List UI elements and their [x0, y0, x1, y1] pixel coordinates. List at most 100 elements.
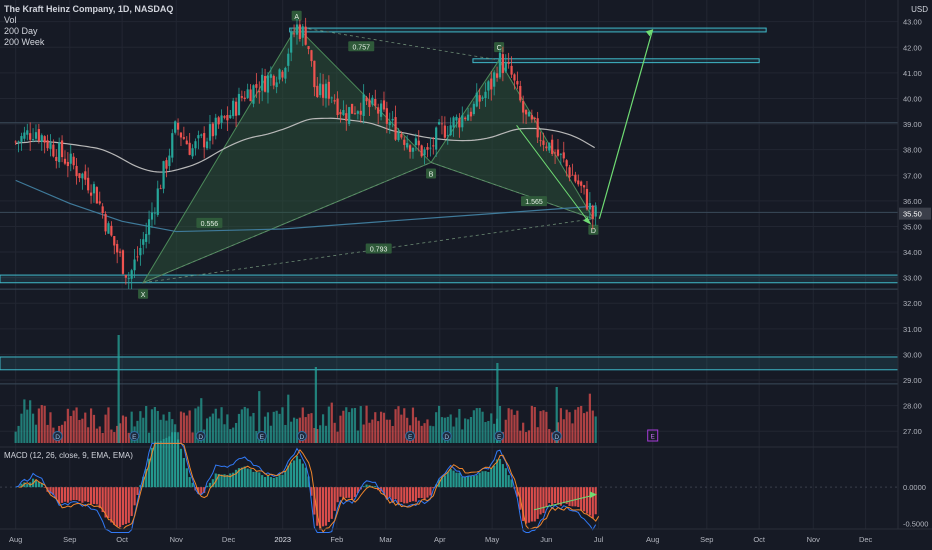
volume-bar — [458, 408, 461, 443]
candle-body — [411, 148, 415, 152]
macd-histogram-bar — [266, 475, 270, 488]
volume-bar — [200, 398, 203, 443]
price-tick-label: 40.00 — [903, 94, 922, 103]
volume-bar — [246, 408, 249, 443]
candle-body — [156, 188, 159, 215]
volume-bar — [142, 417, 145, 443]
candle-body — [565, 160, 568, 167]
volume-bar — [327, 406, 330, 443]
macd-histogram-bar — [121, 487, 125, 525]
date-tick-label: Mar — [379, 535, 392, 544]
candle-body — [37, 129, 40, 141]
candle-body — [17, 141, 20, 143]
macd-histogram-bar — [443, 475, 446, 488]
candle-body — [159, 188, 162, 190]
volume-bar — [423, 423, 426, 443]
candle-body — [574, 174, 577, 182]
candle-body — [417, 140, 420, 146]
macd-histogram-bar — [171, 432, 174, 488]
candle-body — [52, 144, 55, 157]
macd-histogram-bar — [524, 487, 528, 524]
candle-body — [81, 173, 84, 179]
macd-histogram-bar — [403, 487, 406, 504]
volume-bar — [136, 420, 139, 443]
indicator-volume[interactable]: Vol — [4, 15, 17, 25]
macd-histogram-bar — [43, 487, 46, 488]
volume-bar — [522, 422, 525, 443]
macd-histogram-bar — [63, 487, 67, 502]
indicator-200-day[interactable]: 200 Day — [4, 26, 38, 36]
macd-histogram-bar — [153, 441, 156, 488]
macd-histogram-bar — [104, 487, 107, 518]
candle-body — [63, 158, 67, 164]
volume-bar — [524, 432, 528, 443]
volume-bar — [182, 412, 185, 443]
candle-body — [58, 142, 61, 163]
candle-body — [29, 133, 32, 140]
volume-bar — [411, 407, 415, 443]
macd-divergence-arrowhead — [589, 491, 597, 499]
macd-histogram-bar — [501, 464, 504, 488]
macd-histogram-bar — [481, 471, 484, 488]
candle-body — [278, 69, 281, 80]
candle-body — [136, 256, 139, 258]
candle-body — [568, 167, 571, 178]
macd-histogram-bar — [449, 468, 452, 488]
candle-body — [162, 161, 165, 189]
pattern-point-badge — [494, 42, 505, 53]
macd-histogram-bar — [551, 487, 554, 506]
candle-body — [292, 33, 296, 35]
candle-body — [87, 177, 90, 191]
volume-bar — [359, 406, 362, 443]
macd-histogram-bar — [594, 487, 597, 515]
macd-histogram-bar — [414, 487, 417, 502]
candle-body — [377, 107, 380, 114]
volume-bar — [208, 416, 212, 443]
macd-histogram-bar — [237, 468, 241, 488]
symbol-title[interactable]: The Kraft Heinz Company, 1D, NASDAQ — [4, 4, 174, 14]
indicator-200-week[interactable]: 200 Week — [4, 37, 45, 47]
pattern-point-badge — [588, 224, 599, 235]
macd-histogram-bar — [461, 476, 464, 488]
candle-body — [452, 117, 455, 128]
volume-bar — [417, 420, 420, 443]
projection-arrowhead — [645, 29, 653, 37]
macd-histogram-bar — [107, 487, 110, 519]
candle-body — [403, 139, 406, 145]
volume-bar — [545, 411, 548, 443]
macd-histogram-bar — [275, 476, 278, 488]
candle-body — [391, 118, 394, 121]
volume-bar — [348, 412, 351, 443]
macd-histogram-bar — [200, 487, 203, 495]
volume-bar — [319, 425, 322, 443]
macd-label[interactable]: MACD (12, 26, close, 9, EMA, EMA) — [4, 451, 133, 460]
candle-body — [127, 278, 130, 280]
candle-body — [165, 160, 168, 169]
candle-body — [255, 84, 258, 88]
volume-bar — [130, 411, 133, 443]
volume-bar — [234, 422, 238, 443]
candle-body — [179, 132, 183, 138]
candle-body — [234, 101, 238, 116]
ratio-label: 0.793 — [370, 246, 388, 253]
macd-histogram-bar — [269, 476, 272, 488]
macd-histogram-bar — [426, 487, 429, 498]
volume-bar — [37, 408, 40, 443]
candle-body — [298, 24, 301, 39]
volume-bar — [278, 413, 281, 443]
candle-body — [339, 112, 342, 115]
macd-histogram-bar — [89, 487, 93, 505]
macd-histogram-bar — [249, 469, 252, 488]
macd-histogram-bar — [478, 472, 481, 488]
candle-body — [310, 50, 313, 62]
macd-histogram-bar — [229, 473, 232, 488]
candle-body — [588, 203, 591, 210]
candle-body — [559, 153, 562, 155]
candle-body — [327, 81, 330, 99]
volume-bar — [342, 410, 345, 443]
macd-histogram-bar — [585, 487, 589, 514]
macd-histogram-bar — [188, 477, 191, 488]
candle-body — [362, 94, 365, 116]
macd-histogram-bar — [522, 487, 525, 521]
